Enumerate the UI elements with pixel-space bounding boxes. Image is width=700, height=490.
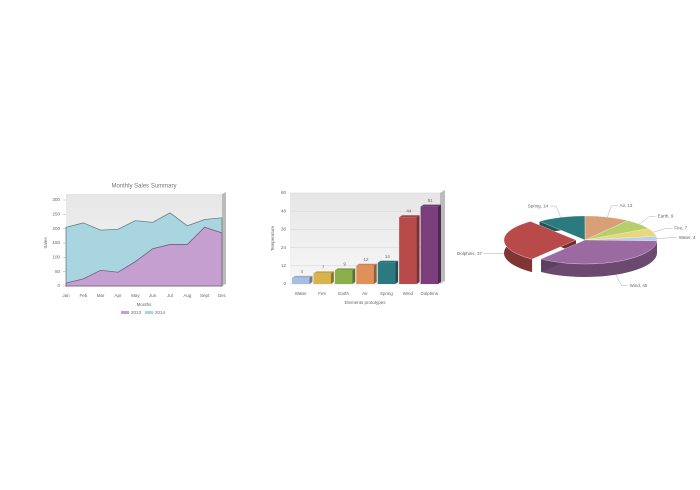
y-axis-title: Sales	[43, 237, 48, 249]
bar-side	[373, 263, 377, 284]
value-label: 4	[300, 269, 303, 274]
y-tick-label: 12	[281, 263, 287, 268]
y-tick-label: 100	[52, 255, 60, 260]
leader-line	[550, 205, 561, 218]
y-axis-title: Temperature	[270, 225, 275, 251]
bar-top	[292, 275, 313, 278]
pie-slice	[540, 239, 658, 265]
bar-top	[420, 204, 441, 207]
chart-title: Monthly Sales Summary	[111, 184, 176, 190]
bar	[377, 262, 396, 284]
pie-slice	[539, 215, 586, 241]
slice-label: Earth, 9	[658, 213, 674, 218]
y-tick-label: 60	[281, 190, 287, 195]
legend-swatch	[121, 311, 129, 314]
bar-top	[377, 260, 399, 263]
value-label: 12	[363, 257, 369, 262]
y-tick-label: 0	[283, 281, 286, 286]
leader-line	[656, 237, 677, 239]
pie-slice	[584, 236, 658, 241]
leader-line	[653, 228, 673, 233]
slice-side	[541, 240, 657, 277]
x-tick-label: Dolphins	[421, 291, 439, 296]
x-tick-label: May	[131, 293, 140, 298]
y-tick-label: 24	[281, 245, 287, 250]
plot-side	[440, 190, 445, 284]
x-tick-label: Spring	[380, 291, 394, 296]
leader-line	[615, 274, 628, 286]
value-label: 51	[428, 198, 434, 203]
slice-label: Fire, 7	[674, 226, 687, 231]
legend-label: 2013	[131, 310, 142, 315]
bar	[420, 206, 438, 284]
y-tick-label: 200	[52, 226, 60, 231]
value-label: 44	[406, 208, 412, 213]
plot-side	[222, 192, 226, 286]
slice-label: Spring, 14	[528, 203, 549, 208]
y-tick-label: 50	[55, 269, 61, 274]
bar-side	[416, 215, 420, 284]
slice-label: Air, 13	[620, 203, 633, 208]
x-tick-label: Feb	[79, 293, 87, 298]
slice-label: Wind, 45	[630, 283, 648, 288]
x-tick-label: Mar	[97, 293, 105, 298]
pie-slice	[584, 215, 628, 241]
value-label: 7	[322, 265, 325, 270]
bar	[356, 265, 374, 284]
bar-top	[356, 263, 377, 266]
x-tick-label: Air	[362, 291, 368, 296]
bar-top	[334, 268, 356, 271]
leader-line	[607, 205, 618, 218]
slice-label: Dolphins, 37	[457, 251, 483, 256]
leader-line	[639, 216, 656, 225]
bar-side	[330, 271, 334, 284]
bar-side	[438, 204, 441, 284]
legend-swatch	[145, 311, 153, 314]
bar-side	[309, 275, 313, 284]
bar-side	[395, 260, 399, 284]
x-axis-title: Months	[137, 302, 153, 307]
y-tick-label: 250	[52, 212, 60, 217]
x-tick-label: Jan	[62, 293, 70, 298]
bar	[399, 217, 417, 284]
x-tick-label: Aug	[183, 293, 192, 298]
bar	[334, 270, 353, 284]
y-tick-label: 150	[52, 240, 60, 245]
x-axis-title: Elements prototypes	[344, 300, 386, 305]
y-tick-label: 48	[281, 208, 287, 213]
bar-side	[352, 268, 356, 284]
x-tick-label: Wind	[403, 291, 414, 296]
pie-slice	[503, 221, 577, 260]
x-tick-label: Fire	[318, 291, 326, 296]
x-tick-label: Water	[295, 291, 307, 296]
value-label: 14	[385, 254, 391, 259]
x-tick-label: Sept	[200, 293, 210, 298]
bar-top	[313, 271, 334, 274]
value-label: 9	[343, 262, 346, 267]
y-tick-label: 36	[281, 227, 287, 232]
y-tick-label: 300	[52, 197, 60, 202]
bar	[292, 277, 310, 284]
x-tick-label: Apr	[114, 293, 122, 298]
x-tick-label: Dec	[218, 293, 227, 298]
area	[65, 226, 223, 287]
x-tick-label: Earth	[338, 291, 349, 296]
slice-label: Water, 4	[679, 235, 696, 240]
bar-top	[399, 215, 420, 218]
bar	[313, 273, 331, 284]
y-tick-label: 0	[57, 283, 60, 288]
legend-label: 2014	[155, 310, 166, 315]
x-tick-label: Jul	[167, 293, 173, 298]
x-tick-label: Jun	[149, 293, 157, 298]
